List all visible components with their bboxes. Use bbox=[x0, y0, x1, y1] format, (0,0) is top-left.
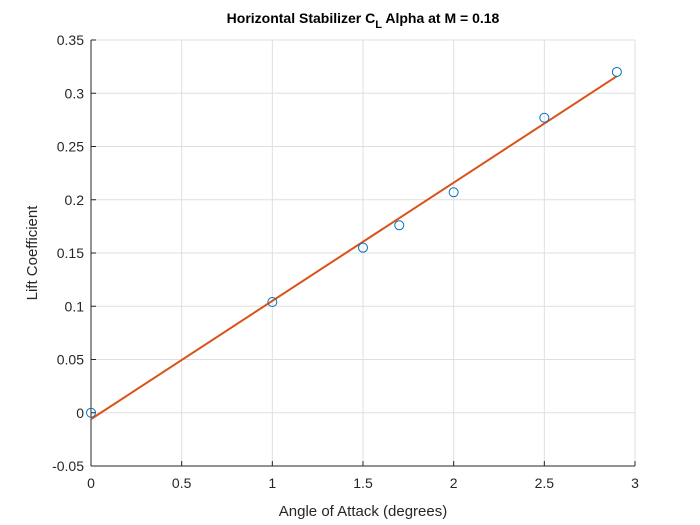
grid-layer bbox=[90, 39, 636, 467]
x-tick-label: 2 bbox=[450, 475, 458, 491]
y-tick-label: 0.35 bbox=[57, 32, 84, 48]
x-tick-label: 1 bbox=[268, 475, 276, 491]
y-tick-label: 0.05 bbox=[57, 352, 84, 368]
y-tick-label: 0.2 bbox=[65, 192, 85, 208]
y-tick-label: 0.25 bbox=[57, 139, 84, 155]
y-tick-label: 0 bbox=[76, 405, 84, 421]
fit-line bbox=[90, 75, 618, 420]
data-point-marker bbox=[394, 220, 405, 231]
x-tick-label: 0.5 bbox=[172, 475, 192, 491]
y-tick-label: 0.15 bbox=[57, 245, 84, 261]
data-point-marker bbox=[267, 296, 278, 307]
y-tick-label: 0.1 bbox=[65, 298, 85, 314]
chart-title-rest: Alpha at M = 0.18 bbox=[382, 10, 500, 26]
data-point-marker bbox=[86, 407, 96, 418]
x-tick-label: 3 bbox=[631, 475, 639, 491]
chart-title-main: Horizontal Stabilizer C bbox=[227, 10, 376, 26]
series-layer bbox=[86, 66, 622, 420]
data-point-marker bbox=[448, 187, 459, 198]
y-tick-label: 0.3 bbox=[65, 85, 85, 101]
x-tick-label: 1.5 bbox=[353, 475, 373, 491]
y-tick-label: -0.05 bbox=[52, 458, 84, 474]
data-point-marker bbox=[358, 242, 368, 253]
x-tick-label: 0 bbox=[87, 475, 95, 491]
chart-title: Horizontal Stabilizer CL Alpha at M = 0.… bbox=[227, 10, 500, 31]
y-axis-label: Lift Coefficient bbox=[24, 205, 41, 301]
axes-layer: 0 0.5 1 1.5 2 2.5 3-0.0500.050.10.150.20.250.3… bbox=[52, 32, 639, 491]
x-axis-label: Angle of Attack (degrees) bbox=[279, 503, 447, 520]
data-point-marker bbox=[611, 66, 622, 77]
x-tick-label: 2.5 bbox=[535, 475, 555, 491]
chart-title-subscript: L bbox=[375, 19, 382, 31]
data-point-marker bbox=[539, 112, 550, 123]
